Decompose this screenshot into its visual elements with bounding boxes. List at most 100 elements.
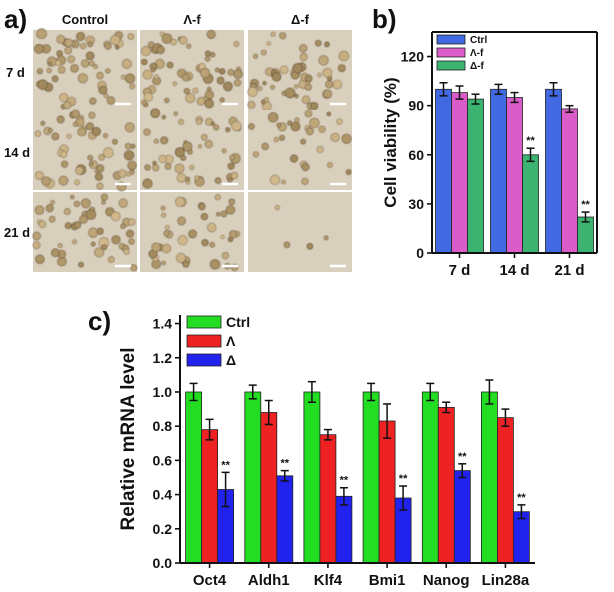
y-axis-title: Cell viability (%) [381, 77, 400, 207]
micrograph-21-d-delta-f [248, 192, 352, 272]
error-bar-lambda-nanog [442, 401, 451, 414]
error-bar-delta-f-7-d [471, 93, 480, 105]
panel-label-b: b) [372, 4, 397, 34]
bar-delta-lin28a [513, 511, 530, 564]
legend-item-lambda-f: Λ-f [436, 47, 484, 59]
y-tick-label: 0.4 [153, 487, 173, 503]
bar-ctrl-bmi1 [362, 391, 380, 564]
bar-delta-klf4 [335, 495, 353, 564]
x-tick-label-lin28a: Lin28a [482, 572, 530, 589]
error-bar-lambda-aldh1 [264, 399, 273, 426]
micrograph-7-d-delta-f [247, 30, 352, 112]
bar-ctrl-klf4 [303, 391, 321, 564]
error-bar-delta-aldh1 [280, 469, 289, 482]
error-bar-ctrl-7-d [439, 81, 448, 97]
y-tick-label: 0 [416, 245, 424, 261]
error-bar-ctrl-nanog [426, 382, 435, 402]
legend-swatch-ctrl [186, 315, 222, 329]
bar-lambda-bmi1 [378, 420, 396, 564]
error-bar-ctrl-klf4 [307, 380, 316, 403]
significance-aldh1: ** [280, 458, 289, 470]
legend-swatch-lambda-f [436, 47, 466, 58]
micrograph-14-d-control [33, 109, 137, 192]
panel-label-c: c) [88, 306, 111, 336]
x-tick-label-klf4: Klf4 [314, 572, 343, 589]
panel-label-a: a) [4, 4, 27, 34]
legend: Ctrl ΛΔ [186, 314, 250, 368]
bar-ctrl-7-d [435, 88, 452, 254]
bar-lambda-aldh1 [260, 412, 278, 564]
legend-item-delta-f: Δ-f [436, 60, 485, 72]
bar-lambda-f-7-d [451, 92, 468, 254]
error-bar-ctrl-oct4 [189, 382, 198, 402]
bar-ctrl-lin28a [480, 391, 498, 564]
legend: Ctrl Λ-f Δ-f [436, 34, 487, 72]
legend-label-delta-f: Δ-f [470, 61, 485, 72]
legend-swatch-lambda [186, 334, 222, 348]
legend-swatch-delta [186, 353, 222, 367]
x-tick-label-aldh1: Aldh1 [248, 572, 290, 589]
error-bar-delta-f-21-d [581, 211, 590, 223]
bars [435, 81, 594, 254]
bar-lambda-lin28a [496, 417, 514, 564]
mrna-chart: 0.0 0.2 0.4 0.6 0.8 1.0 1.2 1.4 Relative mRNA le… [118, 314, 535, 589]
micrograph-21-d-lambda-f [140, 192, 244, 272]
error-bar-lambda-lin28a [501, 408, 510, 427]
y-tick-label: 1.0 [153, 384, 173, 400]
column-header-delta: Δ-f [291, 12, 310, 27]
bar-ctrl-14-d [490, 88, 507, 254]
error-bar-lambda-oct4 [205, 418, 214, 441]
y-tick-label: 0.8 [153, 418, 173, 434]
y-tick-label: 1.4 [153, 316, 173, 332]
y-tick-label: 90 [408, 98, 424, 114]
error-bar-lambda-f-7-d [455, 85, 464, 100]
x-tick-label-oct4: Oct4 [193, 572, 227, 589]
significance-nanog: ** [458, 451, 467, 463]
bar-delta-f-7-d [467, 98, 484, 254]
error-bar-ctrl-aldh1 [248, 384, 257, 400]
y-tick-label: 0.0 [153, 555, 173, 571]
error-bar-lambda-f-14-d [510, 91, 519, 104]
y-tick-label: 0.2 [153, 521, 173, 537]
bar-ctrl-21-d [545, 88, 562, 254]
x-tick-label-7-d: 7 d [449, 262, 471, 279]
column-header-control: Control [62, 12, 108, 27]
x-tick-label-bmi1: Bmi1 [369, 572, 406, 589]
y-tick-label: 1.2 [153, 350, 173, 366]
error-bar-ctrl-lin28a [485, 379, 494, 405]
error-bar-lambda-bmi1 [383, 403, 392, 439]
legend-label-lambda: Λ [226, 333, 236, 349]
significance-markers: ** ** [526, 135, 590, 211]
legend-label-lambda-f: Λ-f [470, 48, 484, 59]
bar-lambda-oct4 [201, 429, 219, 564]
error-bar-delta-nanog [458, 463, 467, 479]
error-bar-ctrl-14-d [494, 83, 503, 95]
row-label-7d: 7 d [6, 65, 25, 80]
significance-klf4: ** [340, 475, 349, 487]
error-bar-lambda-klf4 [323, 428, 332, 441]
error-bar-lambda-f-21-d [565, 104, 574, 113]
row-label-21d: 21 d [4, 225, 30, 240]
y-axis-title: Relative mRNA level [118, 347, 139, 530]
legend-item-lambda: Λ [186, 333, 236, 349]
micrograph-grid [32, 28, 352, 272]
bar-delta-aldh1 [276, 475, 294, 564]
bar-lambda-f-14-d [506, 97, 523, 254]
significance-lin28a: ** [517, 492, 526, 504]
bar-ctrl-aldh1 [244, 391, 262, 564]
significance-14-d: ** [526, 135, 535, 147]
bar-delta-f-14-d [522, 154, 539, 254]
legend-swatch-ctrl [436, 34, 466, 45]
y-axis-ticks: 0 30 60 90 120 [401, 49, 432, 261]
legend-item-ctrl: Ctrl [186, 314, 250, 330]
significance-markers: ** ** ** ** ** ** [221, 451, 526, 504]
micrograph-7-d-lambda-f [140, 29, 244, 110]
micrograph-21-d-control [32, 192, 138, 272]
error-bar-delta-f-14-d [526, 147, 535, 163]
error-bar-delta-klf4 [339, 486, 348, 506]
bar-ctrl-nanog [421, 391, 439, 564]
y-tick-label: 0.6 [153, 452, 173, 468]
y-axis-ticks: 0.0 0.2 0.4 0.6 0.8 1.0 1.2 1.4 [153, 316, 180, 571]
row-label-14d: 14 d [4, 145, 30, 160]
